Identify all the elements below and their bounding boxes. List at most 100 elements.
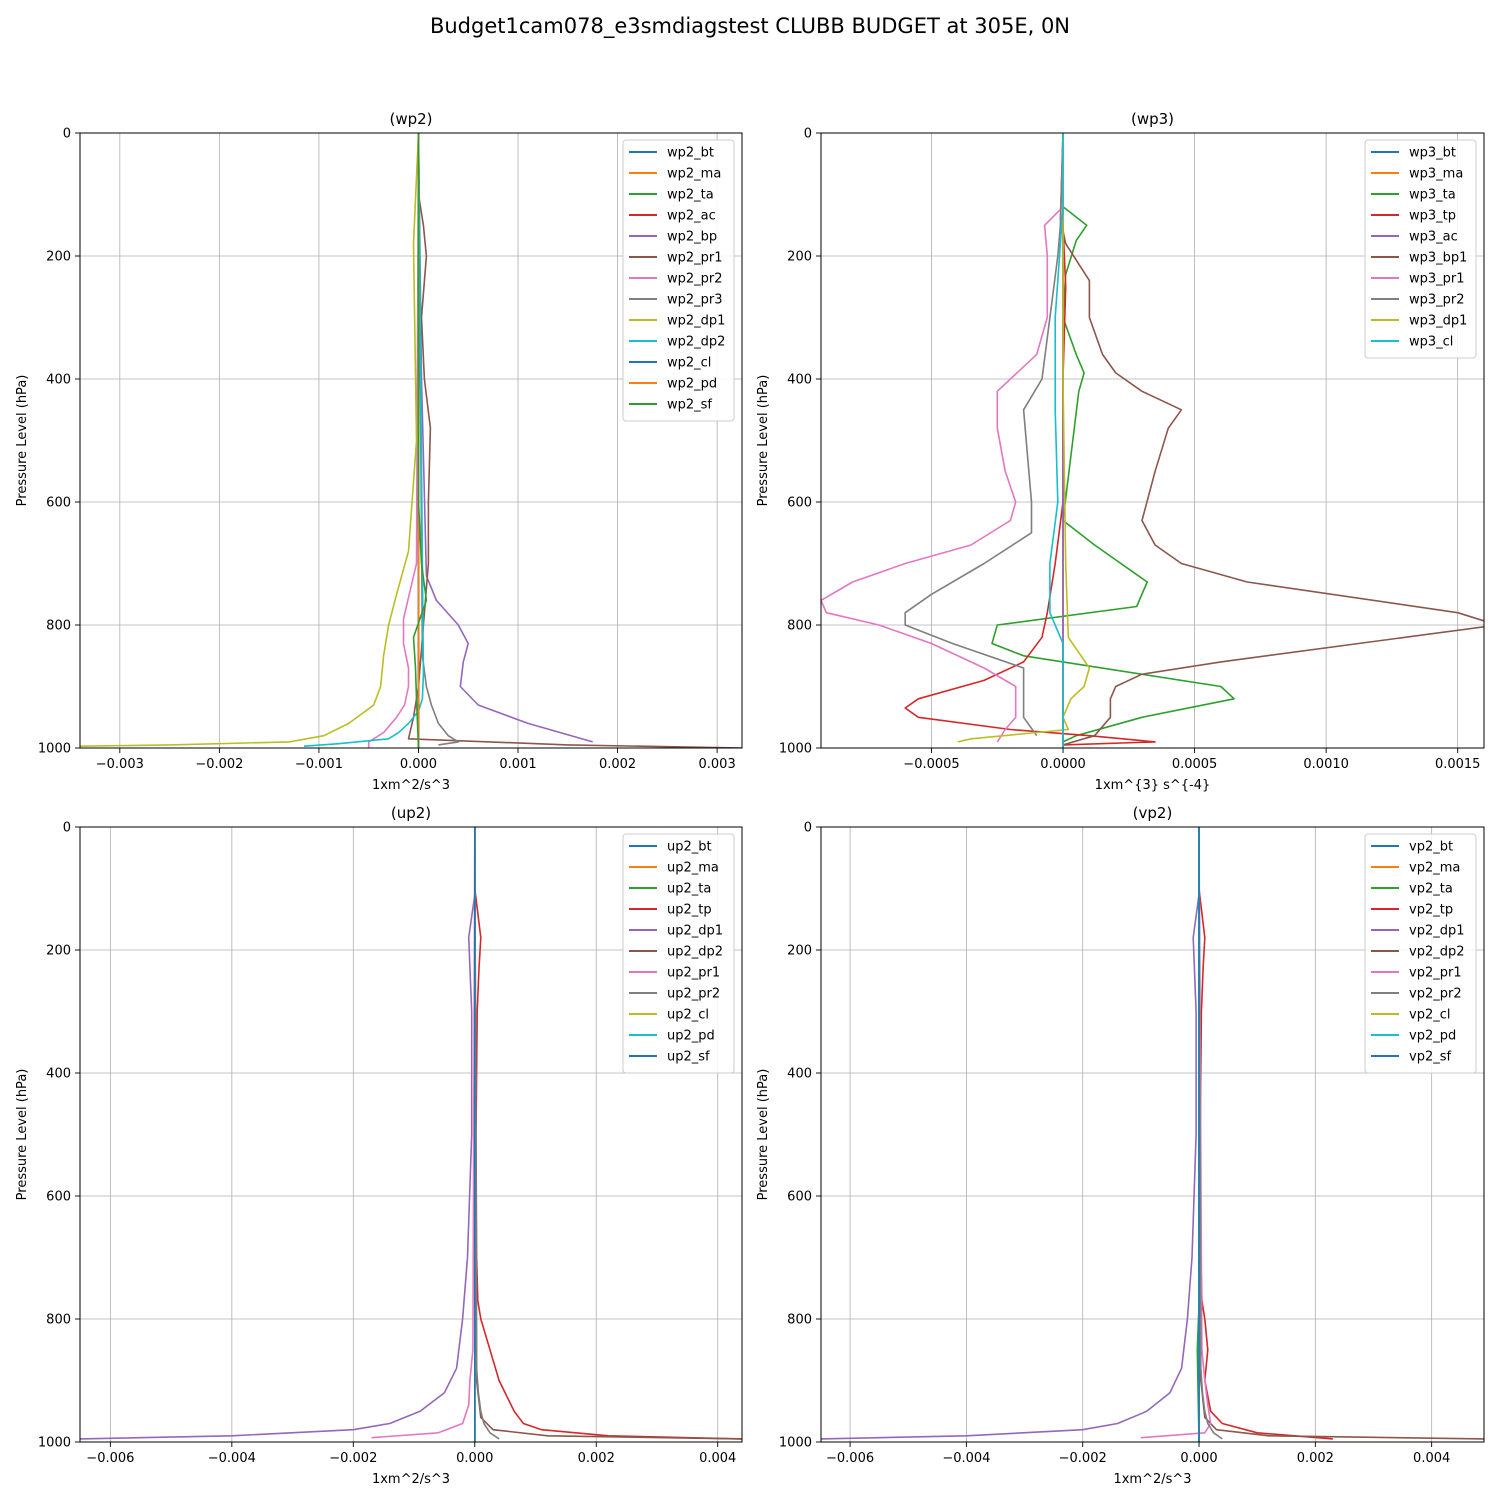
x-tick-label: 0.000 (400, 757, 437, 772)
legend-label: vp2_dp2 (1409, 945, 1465, 960)
y-tick-label: 800 (46, 619, 71, 634)
series-line-wp2_pr2 (367, 133, 420, 748)
panel-title: (up2) (391, 804, 431, 822)
x-axis-label: 1xm^2/s^3 (372, 1472, 450, 1487)
y-axis-label: Pressure Level (hPa) (756, 1069, 771, 1201)
y-tick-label: 600 (787, 1190, 812, 1205)
x-tick-label: −0.006 (86, 1451, 134, 1466)
x-tick-label: 0.000 (1180, 1451, 1217, 1466)
legend-label: up2_ta (667, 882, 711, 897)
x-tick-label: 0.001 (499, 757, 536, 772)
panel-up2: −0.006 −0.004 −0.002 0.000 0.002 0.004 0 200 400… (15, 804, 743, 1487)
legend-label: vp2_ma (1409, 861, 1460, 876)
x-tick-label: 0.002 (599, 757, 636, 772)
legend-label: wp2_pr1 (667, 251, 723, 266)
legend-label: wp3_pr2 (1409, 293, 1465, 308)
x-tick-label: 0.000 (456, 1451, 493, 1466)
legend-label: wp2_dp1 (667, 314, 725, 329)
legend-label: wp3_tp (1409, 209, 1456, 224)
panel-vp2: −0.006 −0.004 −0.002 0.000 0.002 0.004 0 200 400… (756, 804, 1485, 1487)
legend-label: vp2_dp1 (1409, 924, 1465, 939)
series-line-vp2_tp (1198, 827, 1333, 1440)
x-tick-label: 0.0015 (1435, 757, 1481, 772)
series-line-wp2_pr3 (417, 133, 460, 746)
x-tick-label: −0.001 (295, 757, 343, 772)
figure-title: Budget1cam078_e3smdiagstest CLUBB BUDGET… (429, 14, 1071, 38)
series-line-wp2_bp (417, 133, 593, 743)
legend-label: wp2_pr2 (667, 272, 723, 287)
series-line-wp2_dp2 (303, 133, 425, 747)
axes-frame (820, 826, 1485, 1443)
panel-wp3: −0.0005 0.0000 0.0005 0.0010 0.0015 0 200 400 60… (756, 110, 1485, 793)
series-line-wp3_pr1 (821, 133, 1064, 743)
axes-frame (79, 826, 743, 1443)
legend-label: wp2_ma (667, 167, 721, 182)
y-tick-label: 600 (46, 496, 71, 511)
legend-label: wp2_cl (667, 356, 711, 371)
y-tick-label: 1000 (779, 1436, 812, 1451)
series-line-up2_pr2 (473, 827, 500, 1440)
x-tick-label: −0.003 (96, 757, 144, 772)
series-line-wp2_pr1 (407, 133, 742, 748)
y-tick-label: 0 (63, 821, 71, 836)
y-tick-label: 400 (46, 373, 71, 388)
y-tick-label: 200 (46, 944, 71, 959)
y-tick-label: 200 (787, 944, 812, 959)
series-line-wp3_ta (991, 133, 1235, 743)
legend-label: wp2_ta (667, 188, 714, 203)
legend-label: up2_tp (667, 903, 712, 918)
y-tick-label: 600 (46, 1190, 71, 1205)
y-axis-label: Pressure Level (hPa) (15, 375, 30, 507)
legend-label: vp2_pd (1409, 1029, 1456, 1044)
legend: vp2_bt vp2_ma vp2_ta vp2_tp vp2_dp1 vp2_dp2vp… (1364, 833, 1477, 1074)
x-tick-label: 0.002 (578, 1451, 615, 1466)
x-tick-label: 0.0005 (1172, 757, 1218, 772)
y-tick-label: 200 (46, 250, 71, 265)
x-tick-label: −0.006 (826, 1451, 874, 1466)
legend-label: wp2_bt (667, 146, 714, 161)
legend-label: up2_dp1 (667, 924, 723, 939)
legend-label: wp3_ma (1409, 167, 1463, 182)
x-tick-label: −0.002 (329, 1451, 377, 1466)
series-line-up2_pr1 (371, 827, 476, 1439)
legend-box (622, 139, 735, 422)
y-tick-label: 600 (787, 496, 812, 511)
panel-title: (vp2) (1133, 804, 1173, 822)
legend-label: up2_pr2 (667, 987, 720, 1002)
x-tick-label: 0.003 (699, 757, 736, 772)
series-lines (821, 827, 1484, 1442)
legend-label: up2_cl (667, 1008, 709, 1023)
legend-label: wp3_pr1 (1409, 272, 1465, 287)
series-line-wp2_dp1 (80, 133, 420, 747)
legend-label: vp2_pr1 (1409, 966, 1462, 981)
panel-title: (wp3) (1131, 110, 1174, 128)
x-tick-label: 0.0000 (1040, 757, 1086, 772)
legend-label: up2_bt (667, 840, 712, 855)
legend: wp2_bt wp2_ma wp2_ta wp2_ac wp2_bp wp2_pr1 wp2… (622, 139, 735, 422)
legend-label: wp3_cl (1409, 335, 1453, 350)
x-tick-label: 0.002 (1297, 1451, 1334, 1466)
y-axis-label: Pressure Level (hPa) (15, 1069, 30, 1201)
legend-label: wp2_ac (667, 209, 716, 224)
series-lines (80, 827, 742, 1442)
legend-label: wp3_bt (1409, 146, 1456, 161)
legend-label: wp2_sf (667, 398, 712, 413)
panel-wp2: −0.003 −0.002 −0.001 0.000 0.001 0.002 0.003 0 2… (15, 110, 743, 793)
legend-label: vp2_pr2 (1409, 987, 1462, 1002)
y-tick-label: 1000 (779, 742, 812, 757)
axes-frame (79, 132, 743, 749)
x-tick-label: 0.0010 (1303, 757, 1349, 772)
series-line-up2_tp (473, 827, 742, 1440)
series-lines (80, 133, 742, 748)
y-tick-label: 200 (787, 250, 812, 265)
legend-label: vp2_tp (1409, 903, 1453, 918)
y-tick-label: 0 (804, 821, 812, 836)
y-tick-label: 400 (46, 1067, 71, 1082)
legend-label: wp3_ta (1409, 188, 1456, 203)
y-tick-label: 800 (46, 1313, 71, 1328)
legend-label: wp2_dp2 (667, 335, 725, 350)
x-axis-label: 1xm^2/s^3 (1113, 1472, 1191, 1487)
series-line-wp3_dp1 (957, 133, 1091, 743)
legend-label: up2_pr1 (667, 966, 720, 981)
